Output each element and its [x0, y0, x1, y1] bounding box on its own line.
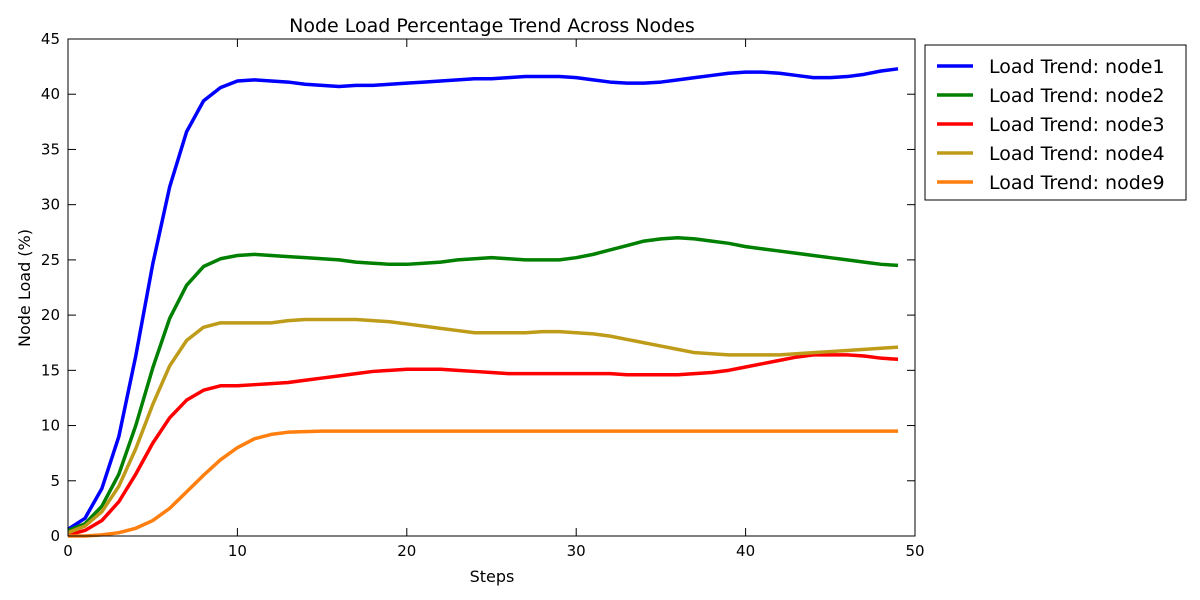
- x-axis-label: Steps: [470, 567, 515, 586]
- x-tick-label-1: 10: [228, 542, 247, 560]
- y-tick-label-2: 10: [41, 417, 60, 435]
- plot-frame: [67, 38, 916, 537]
- legend-label-3: Load Trend: node4: [989, 143, 1165, 165]
- x-tick-label-2: 20: [397, 542, 416, 560]
- y-tick-label-6: 30: [41, 196, 60, 214]
- axis-ticks: 0 10 20 30 40 50 0 5 10 15 20 25 30 35 40 45: [41, 30, 925, 560]
- y-tick-label-5: 25: [41, 251, 60, 269]
- y-tick-label-4: 20: [41, 306, 60, 324]
- x-tick-label-5: 50: [905, 542, 924, 560]
- x-tick-label-0: 0: [63, 542, 73, 560]
- y-tick-label-7: 35: [41, 140, 60, 158]
- x-tick-label-3: 30: [567, 542, 586, 560]
- y-axis-label: Node Load (%): [15, 229, 34, 347]
- legend[interactable]: Load Trend: node1 Load Trend: node2 Load T…: [924, 44, 1187, 201]
- y-tick-label-0: 0: [50, 527, 60, 545]
- y-tick-label-9: 45: [41, 30, 60, 48]
- legend-label-0: Load Trend: node1: [989, 56, 1165, 78]
- series-line-3: [67, 317, 899, 535]
- chart-title: Node Load Percentage Trend Across Nodes: [289, 15, 695, 37]
- legend-label-1: Load Trend: node2: [989, 85, 1165, 107]
- y-tick-label-1: 5: [50, 472, 60, 490]
- y-tick-label-3: 15: [41, 361, 60, 379]
- series-line-1: [67, 236, 899, 533]
- y-tick-label-8: 40: [41, 85, 60, 103]
- series-line-0: [67, 67, 899, 531]
- legend-label-4: Load Trend: node9: [989, 172, 1165, 194]
- plot-lines: [67, 67, 899, 538]
- series-line-4: [68, 429, 899, 538]
- x-tick-label-4: 40: [736, 542, 755, 560]
- series-line-2: [67, 353, 899, 537]
- legend-label-2: Load Trend: node3: [989, 114, 1165, 136]
